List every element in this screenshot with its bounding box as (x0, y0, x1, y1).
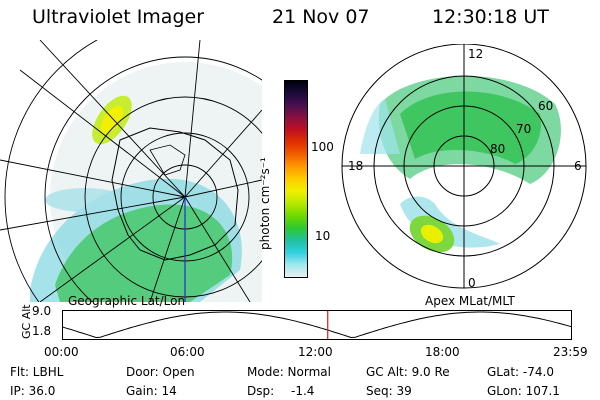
mlt-label-18: 18 (348, 159, 363, 173)
gc-alt-ytick-top: 9.0 (32, 304, 52, 318)
mlt-label-12: 12 (468, 47, 483, 61)
glat-info: GLat: -74.0 (487, 365, 554, 379)
door-info: Door: Open (126, 365, 195, 379)
dsp-value: -1.4 (291, 384, 315, 398)
mode-info: Mode: Normal (247, 365, 331, 379)
mlt-label-6: 6 (574, 159, 582, 173)
colorbar-unit-label: photon cm⁻²s⁻¹ (258, 107, 272, 250)
mag-panel-label: Apex MLat/MLT (425, 294, 515, 308)
gc-alt-xtick-1: 06:00 (170, 345, 205, 359)
mlat-label-60: 60 (538, 99, 553, 113)
color-bar (284, 80, 308, 278)
colorbar-tick-100: 100 (311, 140, 334, 154)
ip-info: IP: 36.0 (10, 384, 56, 398)
dsp-label: Dsp: (247, 384, 275, 398)
gc-alt-info: GC Alt: 9.0 Re (366, 365, 450, 379)
filter-info: Flt: LBHL (10, 365, 64, 379)
gc-alt-xtick-3: 18:00 (425, 345, 460, 359)
geo-panel-label: Geographic Lat/Lon (68, 294, 186, 308)
geographic-map (0, 40, 262, 302)
mlt-label-0: 0 (468, 276, 476, 290)
gc-alt-xtick-2: 12:00 (298, 345, 333, 359)
magnetic-polar-map: 12 18 6 0 60 70 80 (341, 44, 587, 290)
colorbar-tick-10: 10 (315, 229, 331, 243)
glon-info: GLon: 107.1 (487, 384, 560, 398)
date-label: 21 Nov 07 (272, 6, 370, 28)
gc-alt-ytick-bottom: 1.8 (32, 324, 52, 338)
gc-alt-plot (62, 310, 572, 340)
seq-info: Seq: 39 (366, 384, 412, 398)
instrument-title: Ultraviolet Imager (32, 6, 205, 28)
time-label: 12:30:18 UT (432, 6, 549, 28)
gain-info: Gain: 14 (126, 384, 177, 398)
gc-alt-xtick-0: 00:00 (44, 345, 79, 359)
gc-alt-xtick-4: 23:59 (553, 345, 588, 359)
mlat-label-80: 80 (490, 142, 505, 156)
colorbar-unit-text: photon cm⁻²s⁻¹ (258, 157, 272, 250)
mlat-label-70: 70 (516, 122, 531, 136)
